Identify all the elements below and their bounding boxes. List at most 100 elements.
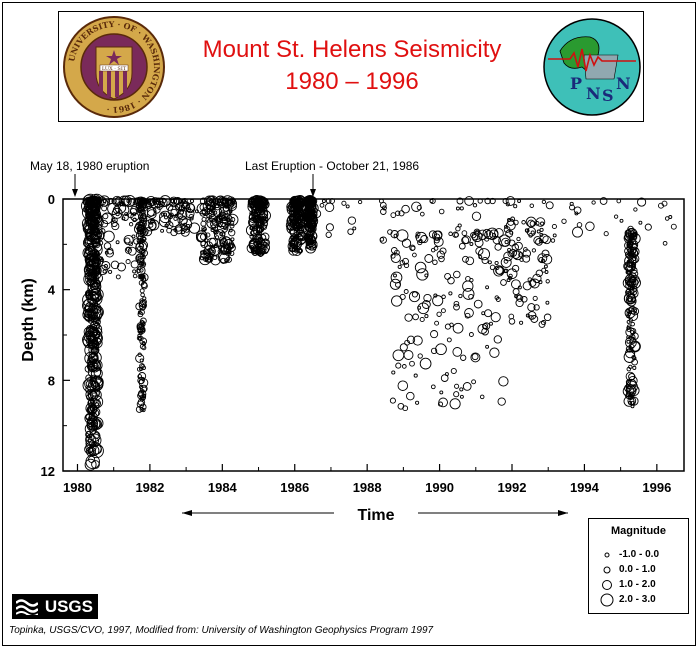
x-tick-label: 1990 [425,480,454,495]
earthquake-point [88,433,102,447]
earthquake-point [379,236,387,244]
earthquake-point [95,251,100,256]
earthquake-point [626,296,637,307]
earthquake-point [469,277,474,283]
earthquake-point [250,204,257,211]
earthquake-point [137,389,147,399]
earthquake-point [257,242,263,248]
earthquake-point [469,242,474,246]
earthquake-point [390,247,398,254]
earthquake-point [139,337,148,346]
earthquake-point [458,293,463,299]
earthquake-point [258,228,263,233]
earthquake-point [259,234,267,241]
earthquake-point [664,216,670,221]
earthquake-point [541,249,550,258]
earthquake-point [139,268,144,273]
earthquake-point [517,199,522,203]
usgs-waves-icon [16,599,38,615]
earthquake-point [96,255,101,260]
earthquake-point [249,226,254,231]
earthquake-point [393,273,397,278]
earthquake-point [397,264,402,269]
earthquake-point [230,217,236,223]
earthquake-point [403,350,414,360]
earthquake-point [449,398,461,410]
earthquake-point [630,321,635,327]
earthquake-point [543,313,552,322]
earthquake-point [352,226,357,231]
earthquake-point [432,259,438,266]
earthquake-point [397,380,409,391]
earthquake-point [390,252,401,264]
earthquake-point [208,237,219,247]
earthquake-point [303,210,312,219]
earthquake-point [250,245,255,250]
earthquake-point [347,216,357,225]
earthquake-point [539,227,544,232]
earthquake-point [487,260,492,265]
earthquake-point [625,380,638,393]
earthquake-point [89,351,102,364]
earthquake-point [169,212,174,218]
earthquake-point [403,262,410,269]
earthquake-point [84,343,99,358]
earthquake-point [180,227,190,237]
earthquake-point [321,199,326,204]
earthquake-point [143,227,153,237]
earthquake-point [435,343,447,356]
earthquake-point [433,236,444,247]
earthquake-point [86,421,96,431]
earthquake-point [500,279,507,286]
earthquake-point [628,364,633,370]
earthquake-point [508,313,515,320]
earthquake-point [462,235,471,245]
earthquake-point [628,385,640,396]
earthquake-point [625,371,635,382]
earthquake-point [203,238,209,243]
earthquake-point [97,196,107,206]
earthquake-point [89,303,98,312]
earthquake-point [471,379,477,385]
earthquake-point [345,204,350,209]
x-tick-label: 1982 [135,480,164,495]
earthquake-point [98,240,104,246]
earthquake-point [461,230,468,236]
earthquake-point [462,255,469,263]
earthquake-point [229,220,235,225]
earthquake-point [625,228,636,239]
earthquake-point [123,194,136,208]
earthquake-point [228,228,233,233]
earthquake-point [92,432,100,439]
earthquake-point [110,220,118,228]
earthquake-point [92,340,99,348]
earthquake-point [453,270,461,279]
earthquake-point [434,320,440,326]
earthquake-point [449,322,454,328]
earthquake-point [529,278,540,289]
earthquake-point [531,248,537,253]
earthquake-point [139,358,144,363]
earthquake-point [424,254,434,263]
earthquake-point [542,235,552,245]
earthquake-point [305,236,312,243]
earthquake-point [210,228,215,232]
earthquake-point [541,254,553,265]
earthquake-point [179,216,188,225]
earthquake-point [88,412,98,422]
earthquake-point [252,247,259,255]
earthquake-point [188,222,201,234]
earthquake-point [84,310,95,322]
earthquake-point [175,202,185,212]
earthquake-point [139,242,145,248]
earthquake-point [585,221,595,232]
earthquake-point [288,235,300,247]
earthquake-point [544,270,549,274]
earthquake-point [591,200,596,205]
earthquake-point [88,421,99,432]
earthquake-point [452,322,464,334]
earthquake-point [444,372,449,377]
earthquake-point [203,245,216,257]
annotation-arrowhead-1980 [72,189,78,197]
earthquake-point [439,390,444,395]
